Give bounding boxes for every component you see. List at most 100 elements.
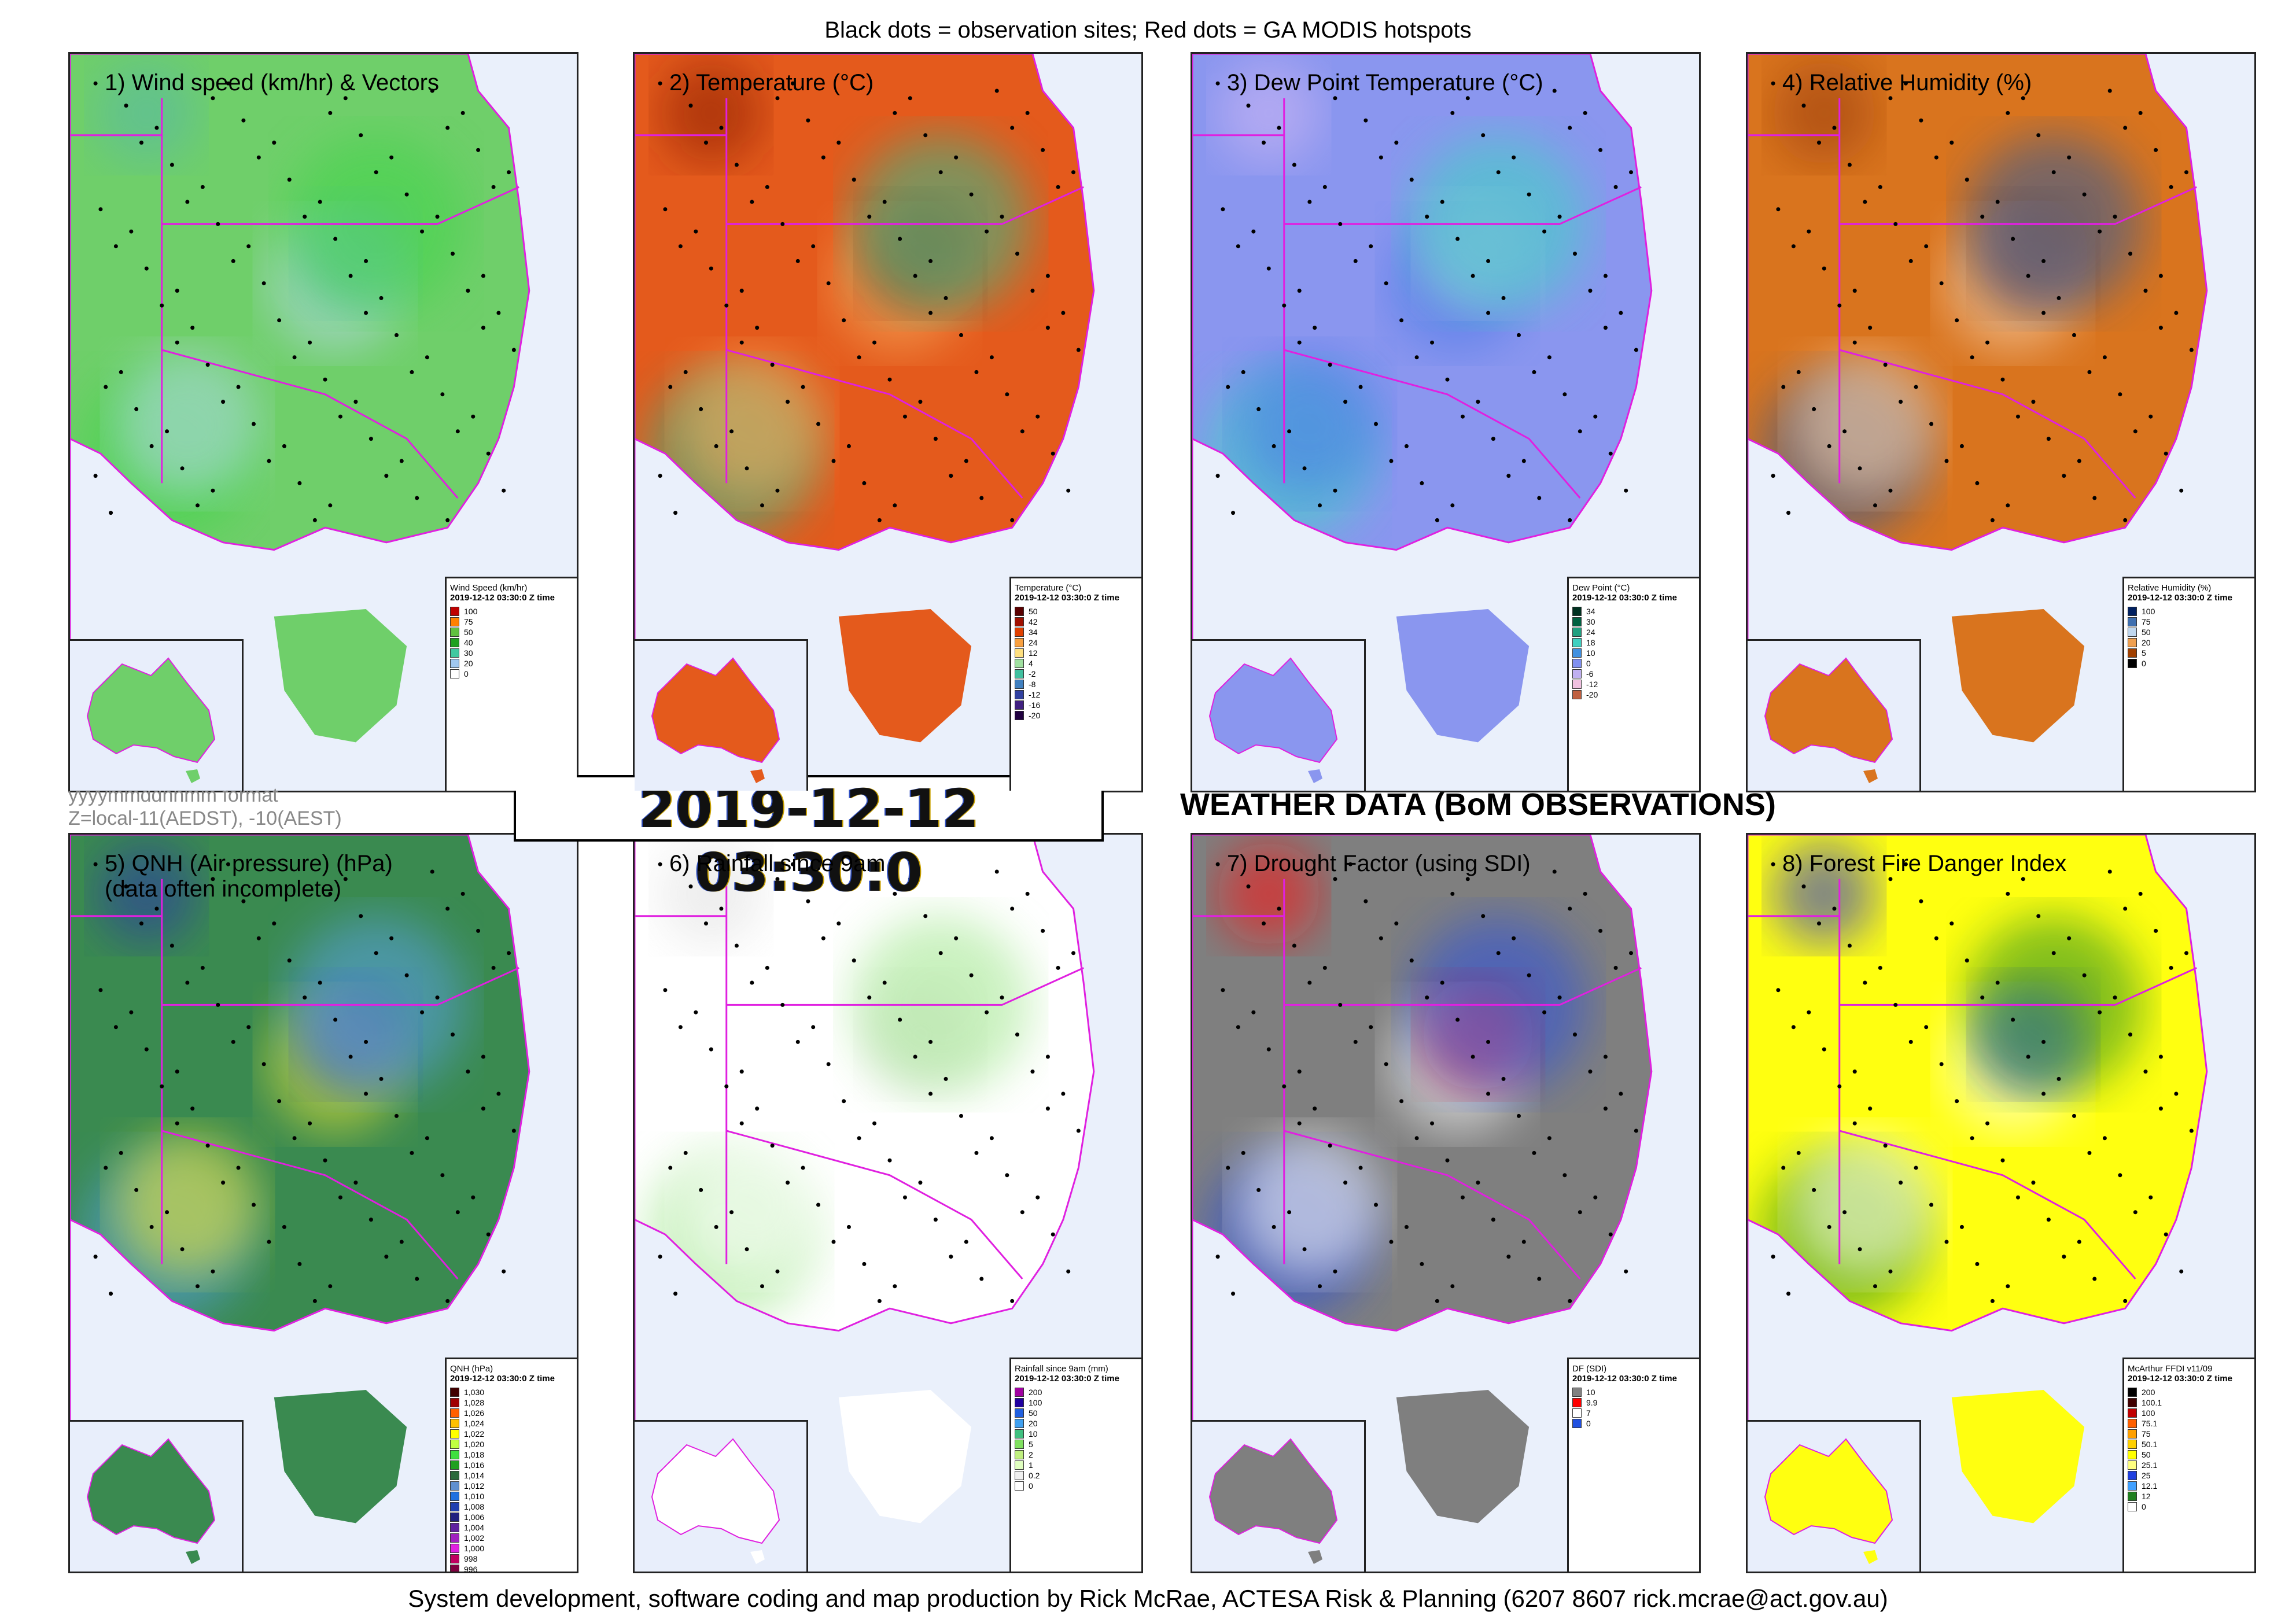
legend-swatch: [1572, 680, 1582, 689]
legend-swatch: [1015, 638, 1024, 647]
legend-swatch: [450, 1523, 459, 1532]
legend-swatch: [450, 1460, 459, 1470]
legend-label: 2: [1029, 1450, 1033, 1459]
map-panel-5: 5) QNH (Air pressure) (hPa) (data often …: [68, 833, 578, 1573]
legend-swatch: [1572, 1408, 1582, 1418]
legend-label: 0: [2142, 1502, 2146, 1511]
tasmania-region: [1396, 1390, 1530, 1524]
legend-swatch: [2128, 1450, 2137, 1459]
legend-label: 50: [1029, 1408, 1038, 1418]
legend-entry: 1,028: [450, 1397, 573, 1408]
legend-label: 12.1: [2142, 1481, 2158, 1491]
observation-sites: [1215, 81, 1638, 522]
map-panel-4: 4) Relative Humidity (%) Relative Humidi…: [1746, 52, 2256, 792]
legend-label: 50: [2142, 628, 2151, 637]
legend-swatch: [450, 1450, 459, 1459]
legend-swatch: [2128, 607, 2137, 616]
legend-entry: 50: [1015, 606, 1138, 617]
tasmania-region: [274, 609, 407, 743]
legend-label: -12: [1029, 690, 1041, 699]
panel-title: 1) Wind speed (km/hr) & Vectors: [105, 70, 439, 95]
legend-swatch: [450, 669, 459, 678]
legend-swatch: [450, 628, 459, 637]
observation-sites: [1771, 81, 2194, 522]
legend-entry: 4: [1015, 658, 1138, 669]
state-borders: [1748, 879, 2197, 1279]
legend-swatch: [2128, 1440, 2137, 1449]
legend-title: Temperature (°C): [1015, 583, 1082, 593]
legend-label: -8: [1029, 680, 1036, 689]
legend-entry: 1: [1015, 1460, 1138, 1470]
panel-title: 4) Relative Humidity (%): [1782, 70, 2032, 95]
legend-swatch: [1015, 1408, 1024, 1418]
legend-label: 1,006: [464, 1513, 485, 1522]
legend-swatch: [450, 1481, 459, 1491]
observation-sites: [93, 862, 516, 1303]
legend-label: 1,018: [464, 1450, 485, 1459]
tasmania-region: [838, 609, 972, 743]
tasmania-region: [1951, 1390, 2085, 1524]
legend-entry: 1,020: [450, 1439, 573, 1449]
legend-label: 75: [2142, 617, 2151, 626]
legend-label: 4: [1029, 659, 1033, 668]
legend-swatch: [450, 1492, 459, 1501]
observation-sites: [1215, 862, 1638, 1303]
legend-entry: 100: [2128, 606, 2251, 617]
legend-swatch: [1015, 1419, 1024, 1428]
legend-entry: 1,004: [450, 1522, 573, 1533]
state-borders: [70, 98, 519, 499]
legend-label: 5: [1029, 1440, 1033, 1449]
legend-entry: 20: [1015, 1418, 1138, 1429]
legend-swatch: [450, 1513, 459, 1522]
legend-entry: 1,030: [450, 1387, 573, 1397]
map-legend: DF (SDI) 2019-12-12 03:30:0 Z time 10 9.9…: [1567, 1358, 1699, 1572]
legend-swatch: [2128, 628, 2137, 637]
legend-swatch: [1572, 659, 1582, 668]
legend-entry: 18: [1572, 637, 1696, 648]
observation-sites: [93, 81, 516, 522]
legend-label: 1,024: [464, 1419, 485, 1428]
legend-entry: 50.1: [2128, 1439, 2251, 1449]
legend-swatch: [450, 1440, 459, 1449]
legend-entry: 24: [1572, 627, 1696, 637]
legend-entry: 50: [450, 627, 573, 637]
legend-label: 12: [1029, 648, 1038, 658]
state-borders: [635, 879, 1084, 1279]
page-header: Black dots = observation sites; Red dots…: [824, 17, 1472, 43]
legend-label: 20: [464, 659, 473, 668]
legend-label: 100.1: [2142, 1398, 2162, 1407]
legend-label: 10: [1586, 1388, 1595, 1397]
legend-swatch: [1572, 628, 1582, 637]
legend-entry: -12: [1015, 689, 1138, 700]
legend-label: -6: [1586, 669, 1594, 678]
legend-label: 30: [1586, 617, 1595, 626]
legend-label: 200: [2142, 1388, 2155, 1397]
legend-entry: 2: [1015, 1449, 1138, 1460]
australia-inset-map: [70, 639, 244, 791]
legend-swatch: [1015, 1450, 1024, 1459]
state-borders: [1192, 98, 1642, 499]
legend-swatch: [1015, 648, 1024, 658]
legend-swatch: [450, 1388, 459, 1397]
legend-swatch: [1572, 617, 1582, 626]
map-legend: Rainfall since 9am (mm) 2019-12-12 03:30…: [1009, 1358, 1141, 1572]
legend-label: 100: [1029, 1398, 1042, 1407]
map-legend: QNH (hPa) 2019-12-12 03:30:0 Z time 1,03…: [445, 1358, 577, 1572]
legend-swatch: [2128, 1429, 2137, 1438]
legend-title: Wind Speed (km/hr): [450, 583, 528, 593]
legend-label: 50: [2142, 1450, 2151, 1459]
legend-swatch: [1015, 659, 1024, 668]
legend-rows: 200 100 50 20 10 5 2 1 0.2 0: [1015, 1387, 1138, 1491]
map-canvas: [635, 835, 1141, 1572]
legend-rows: 10 9.9 7 0: [1572, 1387, 1696, 1429]
state-borders: [635, 98, 1084, 499]
legend-label: 1,026: [464, 1408, 485, 1418]
legend-swatch: [450, 617, 459, 626]
legend-swatch: [2128, 617, 2137, 626]
legend-entry: 9.9: [1572, 1397, 1696, 1408]
legend-label: -16: [1029, 700, 1041, 710]
legend-label: 0: [2142, 659, 2146, 668]
legend-entry: 20: [450, 658, 573, 669]
page-footer: System development, software coding and …: [408, 1585, 1888, 1612]
map-panel-8: 8) Forest Fire Danger Index McArthur FFD…: [1746, 833, 2256, 1573]
